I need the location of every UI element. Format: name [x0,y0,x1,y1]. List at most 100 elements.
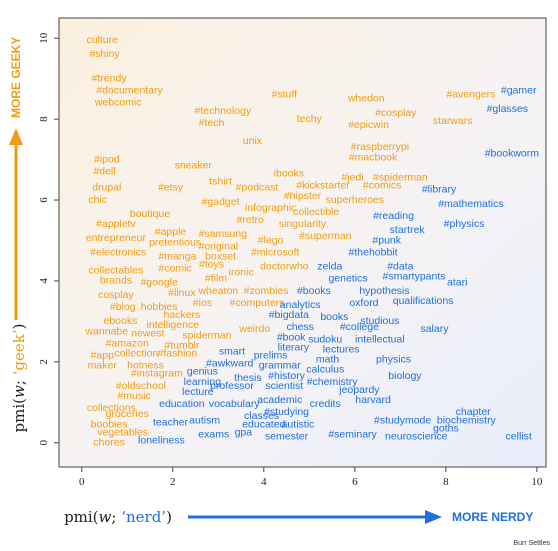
word-point: vegetables [97,426,148,438]
y-arrow-label-group: MORE GEEKY [9,37,23,118]
word-point: infographic [245,202,296,214]
word-point: #appletv [96,218,136,230]
word-point: autistic [282,418,315,430]
word-point: loneliness [138,434,185,446]
word-point: boutique [130,208,170,220]
word-point: #mathematics [438,198,503,210]
x-tick-label: 0 [79,476,85,488]
word-point: intellectual [355,333,405,345]
word-point: #technology [195,105,252,117]
word-point: #trendy [92,72,128,84]
word-point: #etsy [158,182,184,194]
word-point: #punk [372,234,401,246]
x-arrow-head [425,510,442,524]
word-point: #jedi [341,172,363,184]
word-points: culture #shiny #trendy#documentarywebcomic… [84,34,539,448]
word-point: harvard [355,394,391,406]
y-tick-label: 8 [38,116,50,122]
word-point: atari [447,277,467,289]
y-tick-label: 4 [38,278,50,284]
word-point: #instagram [131,368,183,380]
word-point: #raspberrypi [351,141,409,153]
word-point: hypothesis [359,285,409,297]
word-point: boxset [205,250,236,262]
word-point: #retro [236,214,264,226]
word-point: scientist [265,380,303,392]
word-point: collectible [293,206,339,218]
word-point: #thehobbit [349,246,398,258]
word-point: #spiderman [373,172,428,184]
word-point: academic [257,394,302,406]
word-point: singularity [279,218,327,230]
word-point: #seminary [328,428,377,440]
word-point: #superman [299,230,352,242]
word-point: #amazon [106,337,149,349]
word-point: #film [205,273,227,285]
word-point: #apple [155,226,187,238]
word-point: #kickstarter [296,180,350,192]
word-point: #samsung [199,228,248,240]
word-point: #ipod [94,153,120,165]
word-point: collections [87,402,136,414]
word-point: math [316,354,340,366]
word-point: grammar [259,360,302,372]
word-point: #library [422,184,457,196]
word-point: learning [184,376,222,388]
x-arrow-label: MORE NERDY [452,510,533,524]
word-point: collection [114,348,158,360]
word-point: #microsoft [251,246,300,258]
word-point: hobbies [141,301,178,313]
word-point: starwars [433,115,473,127]
word-point: credits [310,398,341,410]
word-point: classes [244,410,279,422]
x-tick-label: 6 [352,476,358,488]
word-point: zelda [317,261,342,273]
word-point: #avengers [446,89,495,101]
word-point: chic [88,194,107,206]
word-point: salary [420,323,449,335]
x-arrow [188,510,442,524]
word-point: sneaker [175,159,213,171]
word-point: teacher [153,416,189,428]
word-point: #app [91,350,115,362]
word-point: spiderman [182,329,231,341]
word-point: chapter [456,406,492,418]
word-point: #history [268,370,306,382]
word-point: exams [198,428,229,440]
word-point: superheroes [326,194,384,206]
word-point: #chemistry [307,376,359,388]
word-point: #ios [193,297,212,309]
word-point: #books [297,285,331,297]
word-point: cellist [506,430,532,442]
word-point: goths [433,422,459,434]
word-point: vocabulary [209,398,261,410]
word-point: intelligence [147,319,200,331]
word-point: lectures [323,343,360,355]
y-arrow-head [9,128,23,145]
word-point: #gadget [202,196,240,208]
word-point: gpa [235,426,253,438]
y-tick-label: 6 [38,197,50,203]
word-point: #cosplay [375,107,417,119]
x-tick-label: 10 [531,476,543,488]
word-point: #comics [363,180,402,192]
x-axis-label: pmi(w; ‘nerd’) [64,508,172,526]
word-point: #awkward [206,358,253,370]
word-point: #gamer [501,85,537,97]
word-point: #blog [110,301,136,313]
word-point: calculus [306,364,344,376]
word-point: #macbook [349,151,398,163]
word-point: #music [117,390,150,402]
word-point: #oldschool [116,380,166,392]
x-tick-label: 4 [261,476,267,488]
word-point: unix [243,135,263,147]
x-tick-label: 8 [443,476,449,488]
word-point: whedon [347,93,385,105]
word-point: #bookworm [485,147,540,159]
word-point: tshirt [209,176,232,188]
word-point: weirdo [238,323,270,335]
word-point: educated [242,418,285,430]
word-point: #reading [373,210,414,222]
word-point: #toys [199,259,224,271]
